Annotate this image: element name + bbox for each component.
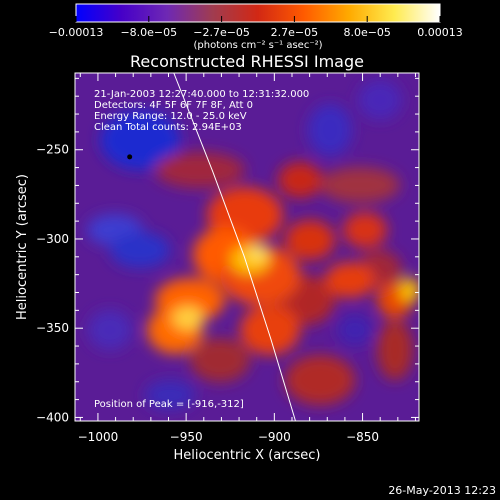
- x-tick-label: −850: [346, 430, 379, 444]
- colorbar-tick-label: 8.0e−05: [343, 26, 390, 39]
- footer-timestamp: 26-May-2013 12:23: [388, 484, 496, 497]
- x-axis-title: Heliocentric X (arcsec): [174, 448, 321, 463]
- colorbar-tick-label: −2.7e−05: [193, 26, 250, 39]
- intensity-blob: [100, 110, 180, 170]
- colorbar-tick-label: 0.00013: [417, 26, 463, 39]
- intensity-blob: [110, 232, 170, 268]
- marker-dot: [127, 154, 133, 160]
- intensity-blob: [377, 320, 413, 380]
- y-tick-label: −400: [36, 410, 69, 424]
- info-line-detectors: Detectors: 4F 5F 6F 7F 8F, Att 0: [94, 100, 253, 111]
- intensity-blob: [172, 306, 204, 330]
- intensity-blob: [325, 262, 375, 298]
- intensity-blob: [240, 305, 300, 355]
- intensity-blob: [190, 338, 250, 382]
- intensity-blob: [145, 380, 195, 410]
- intensity-blob: [285, 355, 355, 405]
- solar-limb-curve: [173, 73, 296, 421]
- y-tick-label: −250: [36, 143, 69, 157]
- chart-title: Reconstructed RHESSI Image: [130, 52, 364, 71]
- info-line-time: 21-Jan-2003 12:27:40.000 to 12:31:32.000: [94, 89, 309, 100]
- x-tick-label: −900: [258, 430, 291, 444]
- plot-frame: [74, 72, 420, 422]
- colorbar-tick-label: 2.7e−05: [271, 26, 318, 39]
- intensity-blob: [400, 278, 419, 302]
- colorbar-gradient: [75, 3, 441, 23]
- intensity-blob: [343, 212, 387, 248]
- info-line-energy: Energy Range: 12.0 - 25.0 keV: [94, 111, 247, 122]
- colorbar-tick-label: −0.00013: [49, 26, 104, 39]
- info-block: 21-Jan-2003 12:27:40.000 to 12:31:32.000…: [94, 89, 309, 133]
- intensity-blob: [320, 167, 400, 203]
- peak-position-label: Position of Peak = [-916,-312]: [94, 399, 244, 410]
- intensity-blob: [88, 310, 132, 350]
- intensity-blob: [155, 152, 245, 188]
- colorbar: −0.00013 −8.0e−05 −2.7e−05 2.7e−05 8.0e−05 0.…: [49, 3, 463, 51]
- intensity-blob: [308, 104, 352, 156]
- intensity-blob: [285, 220, 335, 260]
- intensity-blob: [358, 80, 402, 120]
- x-axis-ticks: −1000 −950 −900 −850: [78, 73, 416, 444]
- intensity-blob: [337, 314, 373, 346]
- info-line-counts: Clean Total counts: 2.94E+03: [94, 122, 242, 133]
- intensity-blob: [278, 162, 322, 198]
- colorbar-tick-label: −8.0e−05: [120, 26, 177, 39]
- y-tick-label: −350: [36, 321, 69, 335]
- y-tick-label: −300: [36, 232, 69, 246]
- intensity-blob: [249, 245, 267, 259]
- colorbar-ticks: −0.00013 −8.0e−05 −2.7e−05 2.7e−05 8.0e−05 0.…: [49, 16, 463, 39]
- x-tick-label: −1000: [78, 430, 119, 444]
- y-axis-ticks: −250 −300 −350 −400: [36, 77, 419, 424]
- y-axis-title: Heliocentric Y (arcsec): [15, 174, 30, 320]
- colorbar-unit-label: (photons cm⁻² s⁻¹ asec⁻²): [193, 40, 322, 51]
- heatmap-area: [75, 73, 419, 421]
- x-tick-label: −950: [170, 430, 203, 444]
